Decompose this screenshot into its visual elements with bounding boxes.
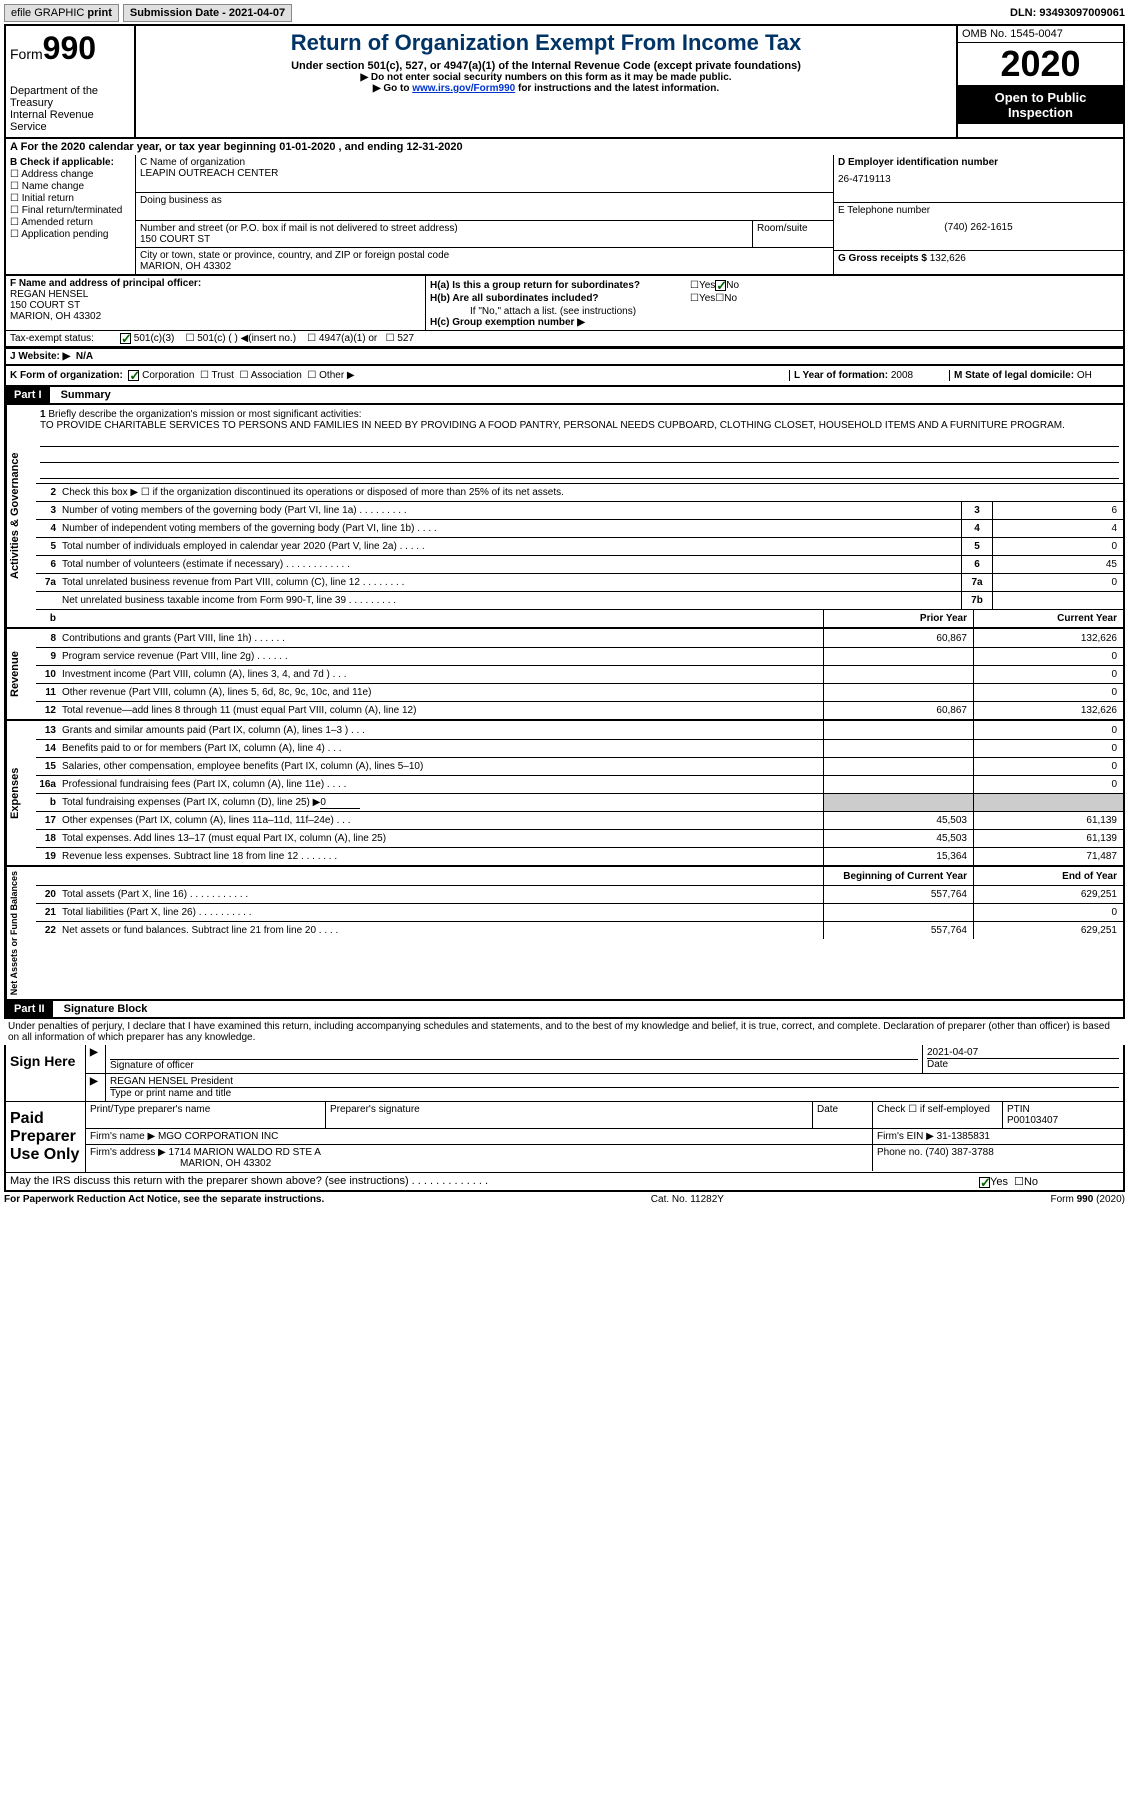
dept-treasury: Department of the Treasury Internal Reve… <box>10 85 130 133</box>
part2-title: Signature Block <box>64 1003 148 1015</box>
entity-info: B Check if applicable: ☐ Address change … <box>4 155 1125 276</box>
firm-addr2: MARION, OH 43302 <box>180 1158 868 1169</box>
dln: DLN: 93493097009061 <box>1010 7 1125 19</box>
d-ein: 26-4719113 <box>838 174 1119 185</box>
part1-header-row: Part I Summary <box>4 387 1125 405</box>
penalty-text: Under penalties of perjury, I declare th… <box>4 1019 1125 1045</box>
part2-header-row: Part II Signature Block <box>4 1001 1125 1019</box>
hc-label: H(c) Group exemption number ▶ <box>430 317 1119 328</box>
l2: Check this box ▶ ☐ if the organization d… <box>60 487 1123 498</box>
sig-officer-label: Signature of officer <box>110 1059 918 1071</box>
e-phone-label: E Telephone number <box>838 205 1119 216</box>
l1-label: Briefly describe the organization's miss… <box>48 409 361 420</box>
discuss-yes-check <box>979 1177 990 1188</box>
part1-expenses: Expenses 13Grants and similar amounts pa… <box>4 721 1125 867</box>
firm-ein: 31-1385831 <box>937 1131 990 1142</box>
addr: 150 COURT ST <box>140 234 748 245</box>
corp-check <box>128 370 139 381</box>
tax-status-label: Tax-exempt status: <box>10 333 120 344</box>
city-label: City or town, state or province, country… <box>140 250 829 261</box>
501c3-check <box>120 333 131 344</box>
prep-sig-label: Preparer's signature <box>326 1102 813 1128</box>
check-self: Check ☐ if self-employed <box>873 1102 1003 1128</box>
sig-date-val: 2021-04-07 <box>927 1047 1119 1058</box>
side-ag: Activities & Governance <box>6 405 36 627</box>
e-phone: (740) 262-1615 <box>838 222 1119 233</box>
room-suite-label: Room/suite <box>753 221 833 247</box>
part1-header: Part I <box>6 387 50 403</box>
ha-no-check <box>715 280 726 291</box>
arrow-icon: ▶ <box>90 1047 98 1058</box>
dba-label: Doing business as <box>136 193 833 221</box>
l1-text: TO PROVIDE CHARITABLE SERVICES TO PERSON… <box>40 420 1119 431</box>
form-header: Form990 Department of the Treasury Inter… <box>4 24 1125 139</box>
f-name: REGAN HENSEL <box>10 289 421 300</box>
firm-name: MGO CORPORATION INC <box>158 1131 278 1142</box>
hb-note: If "No," attach a list. (see instruction… <box>470 306 1119 317</box>
part1-revenue: Revenue 8Contributions and grants (Part … <box>4 629 1125 721</box>
typed-name: REGAN HENSEL President <box>110 1076 1119 1087</box>
f-addr2: MARION, OH 43302 <box>10 311 421 322</box>
form-subtitle-2: ▶ Do not enter social security numbers o… <box>140 72 952 83</box>
form-title: Return of Organization Exempt From Incom… <box>140 30 952 56</box>
d-ein-label: D Employer identification number <box>838 157 1119 168</box>
firm-phone: (740) 387-3788 <box>925 1147 993 1158</box>
col-b-checkboxes: B Check if applicable: ☐ Address change … <box>6 155 136 274</box>
paperwork-notice: For Paperwork Reduction Act Notice, see … <box>4 1194 324 1205</box>
cat-no: Cat. No. 11282Y <box>651 1194 724 1205</box>
g-gross-label: G Gross receipts $ <box>838 253 927 264</box>
form990-link[interactable]: www.irs.gov/Form990 <box>412 83 515 94</box>
form-ref: Form 990 (2020) <box>1051 1194 1125 1205</box>
f-addr1: 150 COURT ST <box>10 300 421 311</box>
typed-label: Type or print name and title <box>110 1087 1119 1099</box>
side-net: Net Assets or Fund Balances <box>6 867 36 999</box>
tax-year: 2020 <box>958 43 1123 86</box>
side-rev: Revenue <box>6 629 36 719</box>
form-number: Form990 <box>10 30 130 67</box>
submission-date: Submission Date - 2021-04-07 <box>123 4 292 22</box>
prep-name-label: Print/Type preparer's name <box>86 1102 326 1128</box>
g-gross: 132,626 <box>930 253 966 264</box>
prep-date-label: Date <box>813 1102 873 1128</box>
sig-date-label: Date <box>927 1058 1119 1070</box>
part1-activities: Activities & Governance 1 Briefly descri… <box>4 405 1125 629</box>
f-label: F Name and address of principal officer: <box>10 278 421 289</box>
discuss-question: May the IRS discuss this return with the… <box>10 1175 979 1188</box>
j-website: J Website: ▶ N/A <box>4 348 1125 366</box>
line-a: A For the 2020 calendar year, or tax yea… <box>4 139 1125 155</box>
part2-header: Part II <box>6 1001 53 1017</box>
efile-print[interactable]: efile GRAPHIC print <box>4 4 119 22</box>
ptin: P00103407 <box>1007 1115 1119 1126</box>
city: MARION, OH 43302 <box>140 261 829 272</box>
side-exp: Expenses <box>6 721 36 865</box>
footer: For Paperwork Reduction Act Notice, see … <box>4 1192 1125 1205</box>
top-bar: efile GRAPHIC print Submission Date - 20… <box>4 4 1125 22</box>
f-h-block: F Name and address of principal officer:… <box>4 276 1125 348</box>
hb-label: H(b) Are all subordinates included? <box>430 293 690 304</box>
omb-number: OMB No. 1545-0047 <box>958 26 1123 43</box>
c-name: LEAPIN OUTREACH CENTER <box>140 168 829 179</box>
form-subtitle-3: ▶ Go to www.irs.gov/Form990 for instruct… <box>140 83 952 94</box>
ha-label: H(a) Is this a group return for subordin… <box>430 280 690 291</box>
signature-block: Sign Here ▶ Signature of officer 2021-04… <box>4 1045 1125 1192</box>
firm-addr1: 1714 MARION WALDO RD STE A <box>169 1147 321 1158</box>
k-row: K Form of organization: Corporation ☐ Tr… <box>4 366 1125 387</box>
arrow-icon: ▶ <box>90 1076 98 1087</box>
part1-title: Summary <box>61 389 111 401</box>
sign-here-label: Sign Here <box>6 1045 86 1101</box>
c-name-label: C Name of organization <box>140 157 829 168</box>
form-subtitle-1: Under section 501(c), 527, or 4947(a)(1)… <box>140 60 952 72</box>
part1-netassets: Net Assets or Fund Balances Beginning of… <box>4 867 1125 1001</box>
paid-preparer-label: Paid Preparer Use Only <box>6 1102 86 1172</box>
addr-label: Number and street (or P.O. box if mail i… <box>140 223 748 234</box>
open-to-public: Open to Public Inspection <box>958 86 1123 124</box>
